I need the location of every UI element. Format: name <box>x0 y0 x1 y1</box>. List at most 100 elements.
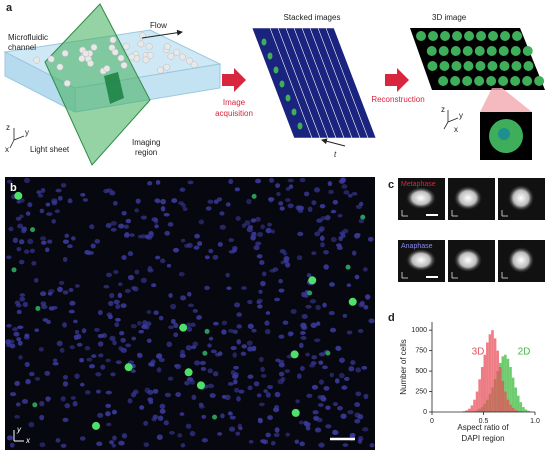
cell <box>438 76 449 86</box>
nucleus <box>160 206 166 212</box>
x-tick-label: 1.0 <box>530 418 540 425</box>
nucleus <box>155 180 161 185</box>
nucleus <box>140 277 147 283</box>
cell <box>440 31 451 41</box>
nucleus <box>151 283 157 288</box>
nucleus <box>76 333 82 340</box>
cell <box>163 63 171 71</box>
nucleus <box>301 314 308 319</box>
cell <box>109 36 117 44</box>
nucleus <box>187 291 192 297</box>
nucleus <box>94 238 101 244</box>
nucleus <box>363 393 369 400</box>
slice-cell <box>297 122 303 130</box>
nucleus <box>184 243 190 248</box>
nucleus <box>31 261 37 266</box>
cell <box>522 46 533 56</box>
y-tick-label: 0 <box>423 409 427 416</box>
nucleus <box>123 224 129 229</box>
nucleus <box>97 333 104 339</box>
nucleus <box>163 420 169 426</box>
nucleus <box>28 371 35 377</box>
nucleus <box>315 304 321 311</box>
mitotic-cell <box>124 363 133 372</box>
nucleus <box>45 396 52 401</box>
nucleus <box>227 382 234 386</box>
nucleus <box>255 241 262 246</box>
nucleus <box>263 389 268 394</box>
y-tick-label: 1000 <box>411 327 427 334</box>
nucleus <box>325 405 331 410</box>
mitotic-cell <box>184 368 193 377</box>
nucleus <box>238 426 243 431</box>
nucleus <box>314 338 321 343</box>
cell <box>90 43 98 51</box>
mitotic-cell <box>307 290 313 296</box>
nucleus <box>62 374 68 380</box>
nucleus <box>156 434 163 440</box>
nucleus <box>349 432 356 439</box>
nucleus <box>330 209 337 214</box>
nucleus <box>166 263 172 268</box>
image-3d-label: 3D image <box>432 13 467 22</box>
nucleus <box>95 389 101 394</box>
nucleus <box>164 230 171 236</box>
panel-label: a <box>6 2 13 14</box>
cell <box>82 50 90 57</box>
nucleus <box>199 360 206 366</box>
nucleus <box>121 433 128 439</box>
nucleus <box>204 255 210 260</box>
nucleus <box>109 292 115 299</box>
nucleus <box>225 272 230 278</box>
nucleus <box>296 373 302 379</box>
nucleus <box>357 328 364 333</box>
nucleus <box>267 222 272 227</box>
x-axis-label: Aspect ratio of <box>457 423 509 432</box>
nucleus <box>207 368 213 374</box>
nucleus <box>300 336 307 340</box>
nucleus <box>261 271 267 277</box>
nucleus <box>25 211 31 216</box>
nucleus <box>155 353 163 359</box>
mitotic-cell <box>348 297 357 306</box>
axis-label: y <box>16 425 22 434</box>
nucleus <box>312 410 319 415</box>
nucleus <box>325 424 332 429</box>
nucleus <box>51 200 58 206</box>
nucleus <box>84 345 91 351</box>
nucleus <box>44 370 51 376</box>
nucleus <box>278 288 285 293</box>
nucleus <box>198 219 205 225</box>
nucleus <box>147 397 154 402</box>
nucleus <box>228 178 234 185</box>
nucleus <box>9 442 15 448</box>
mitotic-cell <box>179 323 188 332</box>
nucleus <box>12 327 18 332</box>
nucleus <box>219 211 225 216</box>
cell <box>63 79 71 87</box>
chromatin <box>454 248 482 272</box>
cell <box>488 31 499 41</box>
nucleus <box>54 209 60 214</box>
nucleus <box>279 249 286 254</box>
nucleus <box>287 203 294 209</box>
nucleus <box>40 291 47 297</box>
nucleus <box>168 293 173 298</box>
nucleus <box>327 181 333 187</box>
nucleus <box>95 372 102 377</box>
y-axis-label: Number of cells <box>399 339 408 395</box>
nucleus <box>139 405 145 410</box>
histogram-bar <box>493 338 497 412</box>
nucleus <box>48 306 55 311</box>
nucleus <box>12 237 19 244</box>
nucleus <box>20 198 25 203</box>
cell <box>416 31 427 41</box>
nucleus <box>159 408 166 414</box>
nucleus <box>123 232 130 238</box>
mitotic-cell <box>14 191 23 200</box>
nucleus <box>185 345 192 351</box>
nucleus <box>19 296 26 302</box>
nucleus <box>255 178 262 184</box>
nucleus <box>114 322 120 328</box>
nucleus <box>305 352 310 357</box>
